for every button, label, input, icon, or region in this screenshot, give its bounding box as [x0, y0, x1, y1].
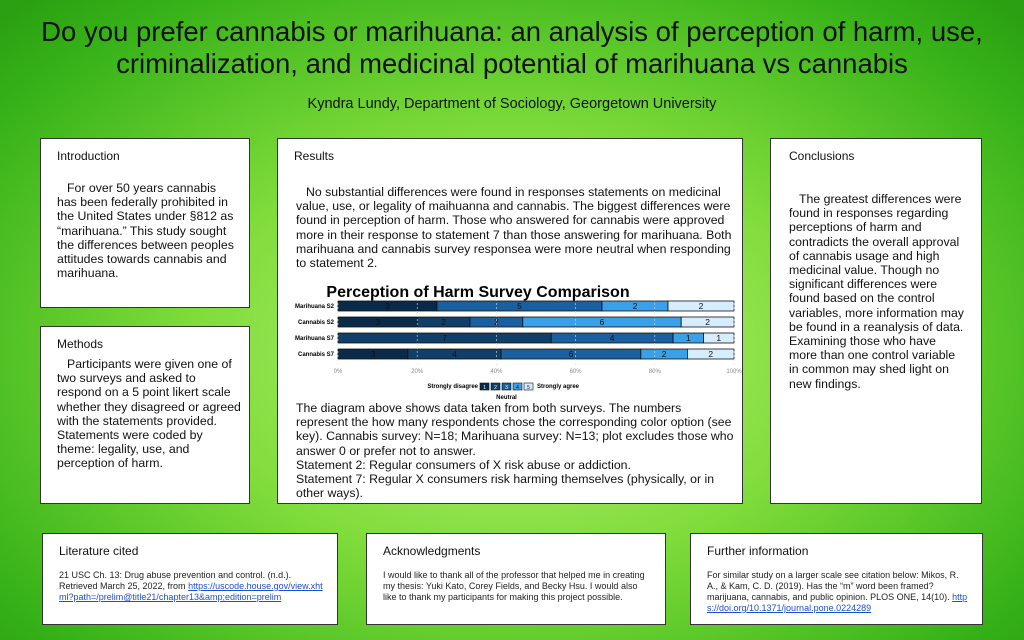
chart-data-label: 3: [371, 349, 376, 359]
chart-data-label: 5: [517, 301, 522, 311]
chart-category-label: Cannabis S7: [298, 352, 335, 358]
chart-tick-label: 60%: [570, 369, 583, 375]
chart-category-label: Cannabis S2: [298, 320, 335, 326]
chart-data-label: 2: [494, 317, 499, 327]
title-line-2: criminalization, and medicinal potential…: [116, 48, 908, 79]
conclusions-panel: Conclusions The greatest differences wer…: [770, 138, 982, 504]
results-panel: Results No substantial differences were …: [277, 138, 743, 504]
legend-swatch: [479, 382, 490, 391]
legend-middle-label: Neutral: [496, 395, 517, 401]
chart-data-label: 3: [385, 301, 390, 311]
literature-citation: 21 USC Ch. 13: Drug abuse prevention and…: [59, 570, 292, 591]
chart-data-label: 1: [686, 333, 691, 343]
chart-data-label: 2: [699, 301, 704, 311]
legend-key-label: 5: [527, 385, 530, 391]
harm-survey-chart: Perception of Harm Survey Comparison Mar…: [295, 284, 742, 401]
legend-swatch: [523, 382, 534, 391]
legend-key-label: 2: [494, 385, 497, 391]
literature-text: 21 USC Ch. 13: Drug abuse prevention and…: [59, 570, 327, 603]
conclusions-text: The greatest differences were found in r…: [789, 192, 964, 391]
chart-data-label: 7: [442, 333, 447, 343]
methods-panel: Methods Participants were given one of t…: [40, 326, 250, 504]
chart-tick-label: 20%: [411, 369, 424, 375]
chart-data-label: 6: [600, 317, 605, 327]
legend-left-label: Strongly disagree: [427, 384, 478, 390]
further-info-panel: Further information For similar study on…: [690, 533, 983, 625]
title-line-1: Do you prefer cannabis or marihuana: an …: [41, 16, 983, 47]
legend-swatch: [501, 382, 512, 391]
literature-panel: Literature cited 21 USC Ch. 13: Drug abu…: [42, 533, 338, 625]
acknowledgments-panel: Acknowledgments I would like to thank al…: [366, 533, 666, 625]
introduction-heading: Introduction: [57, 149, 120, 163]
acknowledgments-text: I would like to thank all of the profess…: [383, 570, 645, 602]
further-info-link[interactable]: https://doi.org/10.1371/journal.pone.022…: [707, 592, 968, 613]
methods-text: Participants were given one of two surve…: [57, 357, 241, 471]
author-line: Kyndra Lundy, Department of Sociology, G…: [307, 96, 717, 112]
further-info-heading: Further information: [707, 544, 809, 558]
introduction-text: For over 50 years cannabis has been fede…: [57, 181, 234, 281]
chart-tick-label: 0%: [334, 369, 343, 375]
literature-heading: Literature cited: [59, 544, 139, 558]
statement-2: Statement 2: Regular consumers of X risk…: [296, 458, 631, 472]
chart-bar-segment: [687, 348, 735, 360]
chart-data-label: 2: [633, 301, 638, 311]
further-info-citation: For similar study on a larger scale see …: [707, 570, 959, 602]
legend-swatch: [490, 382, 501, 391]
results-heading: Results: [294, 149, 335, 163]
chart-data-label: 2: [441, 317, 446, 327]
chart-data-label: 4: [452, 349, 457, 359]
chart-bar-segment: [703, 332, 735, 344]
chart-data-label: 4: [610, 333, 615, 343]
statement-7: Statement 7: Regular X consumers risk ha…: [296, 472, 715, 501]
poster-title: Do you prefer cannabis or marihuana: an …: [0, 16, 1024, 80]
legend-swatch: [512, 382, 523, 391]
chart-tick-label: 40%: [490, 369, 503, 375]
chart-bar-segment: [680, 316, 735, 328]
chart-tick-label: 80%: [649, 369, 662, 375]
chart-data-label: 2: [662, 349, 667, 359]
legend-right-label: Strongly agree: [537, 384, 580, 390]
further-info-text: For similar study on a larger scale see …: [707, 570, 971, 614]
results-caption: The diagram above shows data taken from …: [296, 401, 734, 458]
introduction-panel: Introduction For over 50 years cannabis …: [40, 138, 250, 308]
legend-key-label: 4: [516, 385, 519, 391]
chart-bar-segment: [667, 300, 735, 312]
conclusions-heading: Conclusions: [789, 149, 855, 163]
legend-key-label: 3: [505, 385, 508, 391]
literature-link[interactable]: https://uscode.house.gov/view.xhtml?path…: [59, 581, 323, 602]
chart-data-label: 2: [708, 349, 713, 359]
chart-title: Perception of Harm Survey Comparison: [326, 284, 629, 301]
methods-heading: Methods: [57, 337, 104, 351]
chart-data-label: 3: [375, 317, 380, 327]
chart-data-label: 1: [716, 333, 721, 343]
results-text: No substantial differences were found in…: [296, 185, 732, 271]
chart-tick-label: 100%: [726, 369, 742, 375]
chart-category-label: Marihuana S7: [295, 336, 335, 342]
chart-data-label: 2: [705, 317, 710, 327]
acknowledgments-heading: Acknowledgments: [383, 544, 481, 558]
chart-data-label: 6: [569, 349, 574, 359]
legend-key-label: 1: [483, 385, 486, 391]
chart-category-label: Marihuana S2: [295, 304, 335, 310]
